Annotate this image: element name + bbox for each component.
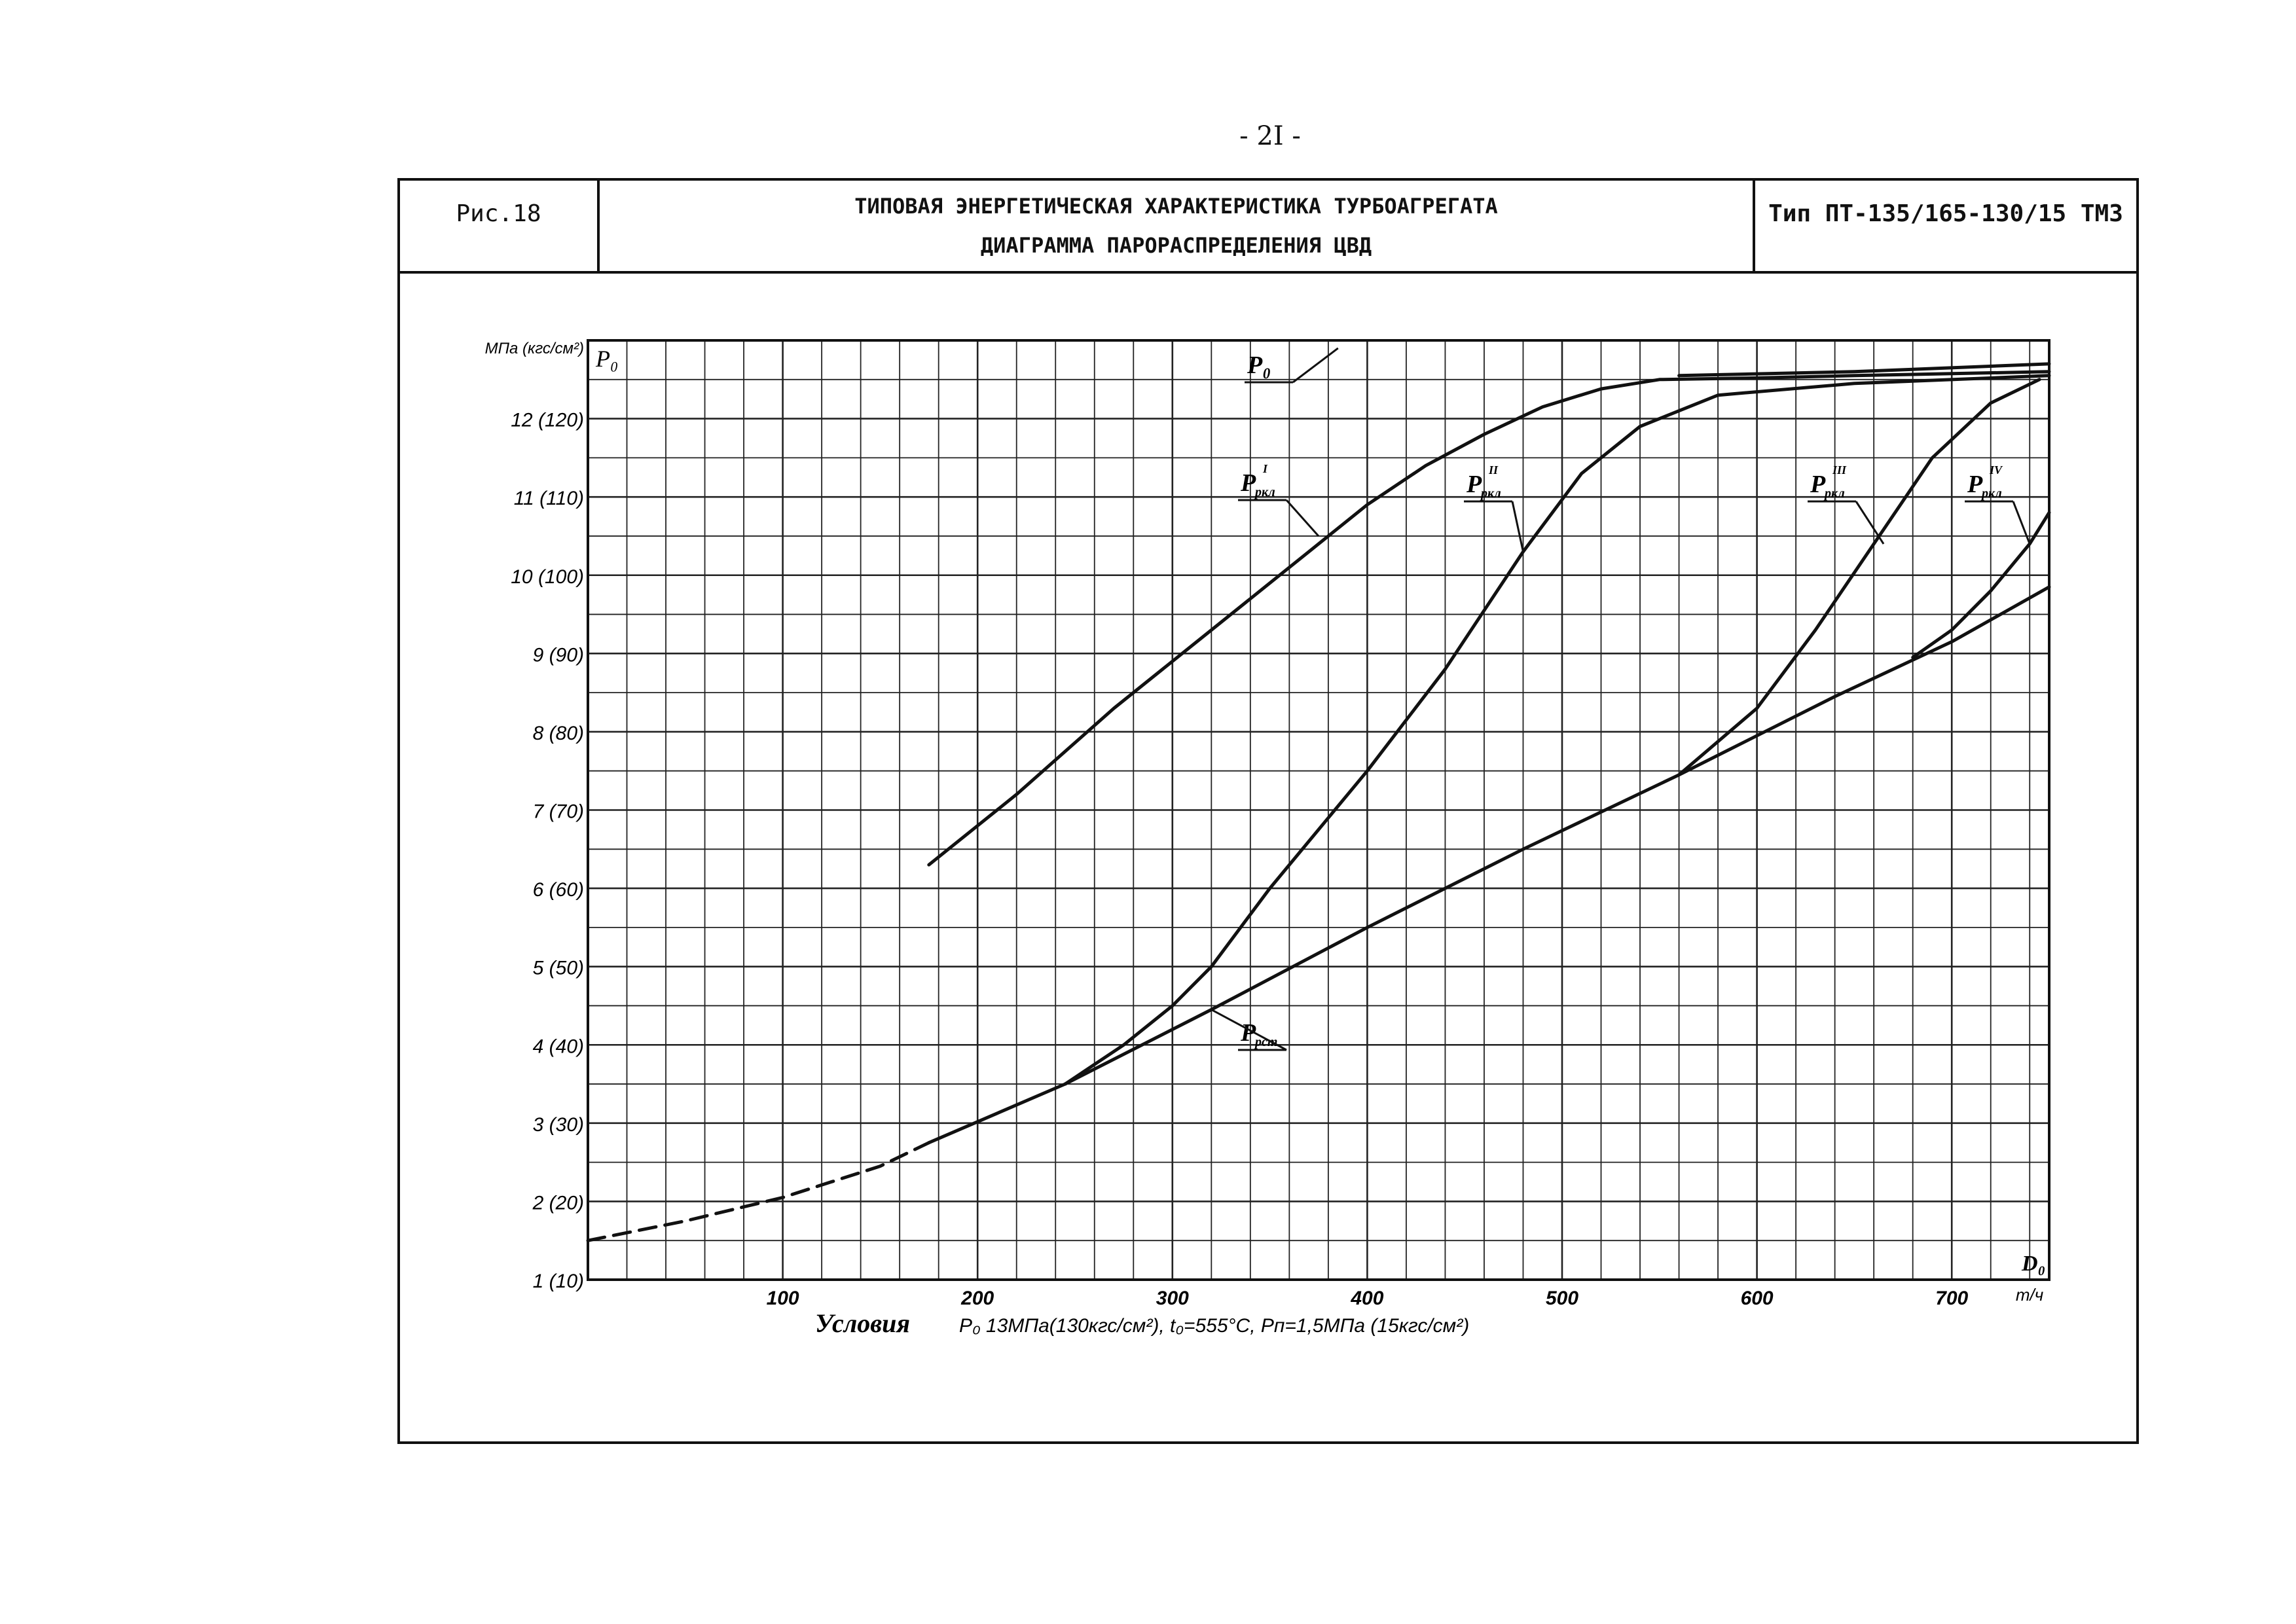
- chart-grid: [588, 340, 2049, 1280]
- curve-label-prkl3: P III ркл: [1808, 463, 1885, 545]
- series-line-prkl1: [927, 370, 2051, 867]
- series-line-prkl3: [1677, 378, 2041, 777]
- title-line-1: ТИПОВАЯ ЭНЕРГЕТИЧЕСКАЯ ХАРАКТЕРИСТИКА ТУ…: [854, 194, 1498, 219]
- y-tick-label: 7 (70): [533, 801, 584, 823]
- page-number: - 2I -: [1239, 121, 1301, 151]
- curve-label-prst-leader: [1211, 1009, 1287, 1051]
- chart-axes: [587, 339, 2050, 1281]
- curve-label-prkl4-base: P: [1967, 471, 1983, 498]
- chart-ticks: 1 (10) 2 (20) 3 (30) 4 (40) 5 (50) 6 (60) 7 (7…: [511, 410, 1968, 1309]
- y-tick-label: 1 (10): [533, 1271, 584, 1292]
- y-tick-label: 10 (100): [511, 566, 584, 588]
- curve-label-prkl1-sub: ркл: [1254, 485, 1275, 499]
- y-tick-label: 11 (110): [514, 488, 584, 509]
- x-tick-label: 100: [767, 1288, 799, 1309]
- plot-border: [587, 339, 2050, 1281]
- series-line-prst: [927, 585, 2051, 1145]
- curve-label-p0-base: P₀: [1247, 352, 1271, 379]
- curve-label-prkl2-base: P: [1466, 471, 1482, 498]
- curve-label-prkl2: P II ркл: [1464, 463, 1524, 552]
- curve-label-p0-leader: [1292, 347, 1339, 384]
- curve-label-prkl3-sup: III: [1832, 463, 1847, 477]
- y-tick-label: 5 (50): [533, 958, 584, 979]
- y-axis-symbol: P₀: [595, 346, 619, 372]
- curve-label-prkl3-base: P: [1810, 471, 1826, 498]
- curve-label-prkl4-leader: [2012, 501, 2031, 545]
- x-axis-unit: т/ч: [2016, 1285, 2043, 1305]
- y-tick-label: 6 (60): [533, 879, 584, 901]
- x-tick-label: 500: [1546, 1288, 1578, 1309]
- curve-label-prst-sub: рст: [1254, 1035, 1277, 1049]
- curve-label-prkl2-sup: II: [1488, 463, 1499, 477]
- curve-label-prkl3-leader: [1855, 501, 1885, 545]
- conditions-text: P₀ 13МПа(130кгс/см²), t₀=555°С, Pп=1,5МП…: [959, 1315, 1469, 1337]
- x-tick-label: 600: [1741, 1288, 1774, 1309]
- curve-label-prkl2-sub: ркл: [1480, 486, 1501, 501]
- curve-label-prkl1-sup: I: [1262, 462, 1268, 475]
- x-tick-label: 200: [960, 1288, 994, 1309]
- curve-label-prkl3-sub: ркл: [1823, 486, 1845, 501]
- figure-title: ТИПОВАЯ ЭНЕРГЕТИЧЕСКАЯ ХАРАКТЕРИСТИКА ТУ…: [600, 181, 1755, 271]
- y-tick-label: 9 (90): [533, 644, 584, 666]
- figure-header: Рис.18 ТИПОВАЯ ЭНЕРГЕТИЧЕСКАЯ ХАРАКТЕРИС…: [400, 181, 2136, 274]
- y-tick-label: 4 (40): [533, 1036, 584, 1057]
- x-axis-symbol: D₀: [2021, 1252, 2045, 1276]
- curve-label-p0: P₀: [1245, 347, 1339, 384]
- x-tick-label: 300: [1156, 1288, 1189, 1309]
- x-tick-label: 700: [1935, 1288, 1968, 1309]
- curve-label-prkl1-leader: [1285, 499, 1320, 537]
- y-tick-label: 2 (20): [532, 1192, 584, 1214]
- curve-label-prkl4-sub: ркл: [1980, 486, 2002, 501]
- y-tick-label: 3 (30): [533, 1114, 584, 1136]
- curve-label-prkl2-leader: [1511, 501, 1524, 552]
- y-tick-label: 8 (80): [533, 723, 584, 744]
- x-tick-label: 400: [1350, 1288, 1383, 1309]
- series-line-prkl4: [1911, 511, 2051, 659]
- series-line-prst_dash: [586, 1141, 931, 1242]
- curve-label-prkl1-base: P: [1240, 469, 1256, 497]
- title-line-2: ДИАГРАММА ПАРОРАСПРЕДЕЛЕНИЯ ЦВД: [980, 233, 1372, 258]
- figure-label: Рис.18: [400, 181, 600, 271]
- conditions-label: Условия: [815, 1308, 910, 1338]
- curve-label-prkl4-sup: IV: [1989, 463, 2003, 477]
- figure-frame: Рис.18 ТИПОВАЯ ЭНЕРГЕТИЧЕСКАЯ ХАРАКТЕРИС…: [397, 178, 2139, 1444]
- chart-series: [586, 362, 2051, 1242]
- y-axis-unit: МПа (кгс/см²): [485, 340, 584, 357]
- y-tick-label: 12 (120): [511, 410, 584, 431]
- curve-label-prkl4: P IV ркл: [1965, 463, 2031, 545]
- turbine-type: Тип ПТ-135/165-130/15 ТМЗ: [1768, 200, 2123, 227]
- series-line-prkl2: [1063, 374, 2051, 1086]
- series-line-p0: [1677, 362, 2051, 378]
